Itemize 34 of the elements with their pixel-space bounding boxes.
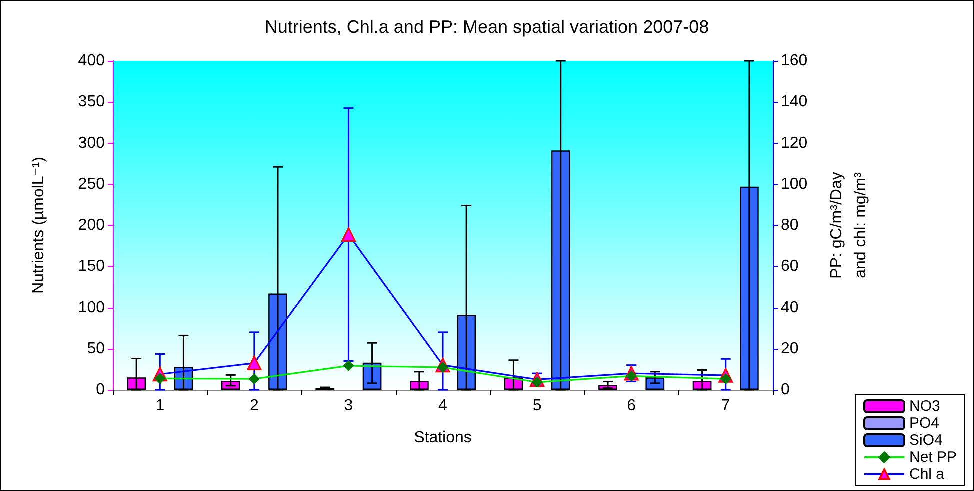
y-tick-label: 300 xyxy=(78,134,106,152)
y-tick-label: 250 xyxy=(78,176,106,193)
y-axis-title: Nutrients (µmolL⁻¹) xyxy=(30,157,48,294)
x-tick-label: 6 xyxy=(627,398,636,414)
y2-tick-label: 0 xyxy=(781,382,790,398)
y-tick-label: 50 xyxy=(87,340,106,358)
y2-tick-label: 120 xyxy=(781,134,808,152)
x-tick-label: 1 xyxy=(156,398,165,414)
y-tick-label: 350 xyxy=(78,94,106,111)
y2-tick-label: 140 xyxy=(781,94,808,111)
y-tick-label: 150 xyxy=(78,258,106,276)
y-tick-label: 200 xyxy=(78,217,106,234)
x-axis-title: Stations xyxy=(414,430,472,446)
y2-tick-label: 40 xyxy=(781,299,799,316)
y2-tick-label: 100 xyxy=(781,176,808,193)
y2-tick-label: 20 xyxy=(781,340,799,358)
legend-label: SiO4 xyxy=(909,432,943,449)
legend-label: PO4 xyxy=(909,415,940,432)
y2-tick-label: 60 xyxy=(781,258,799,276)
y2-tick-label: 80 xyxy=(781,217,799,234)
y2-tick-label: 160 xyxy=(781,52,808,70)
y2-axis-title: PP: gC/m³/Day and chl: mg/m³ xyxy=(828,172,870,279)
legend-label: NO3 xyxy=(909,398,940,415)
x-tick-label: 2 xyxy=(250,398,259,414)
legend-label: Chl a xyxy=(909,466,946,483)
chart-title: Nutrients, Chl.a and PP: Mean spatial variation 2007-08 xyxy=(264,17,710,37)
y-tick-label: 0 xyxy=(96,382,106,398)
x-tick-label: 3 xyxy=(344,398,354,414)
legend-label: Net PP xyxy=(909,449,958,466)
x-tick-label: 4 xyxy=(438,398,448,414)
x-tick-label: 7 xyxy=(721,398,730,414)
x-tick-label: 5 xyxy=(532,398,542,414)
y-tick-label: 100 xyxy=(78,299,106,316)
y-tick-label: 400 xyxy=(78,52,106,70)
